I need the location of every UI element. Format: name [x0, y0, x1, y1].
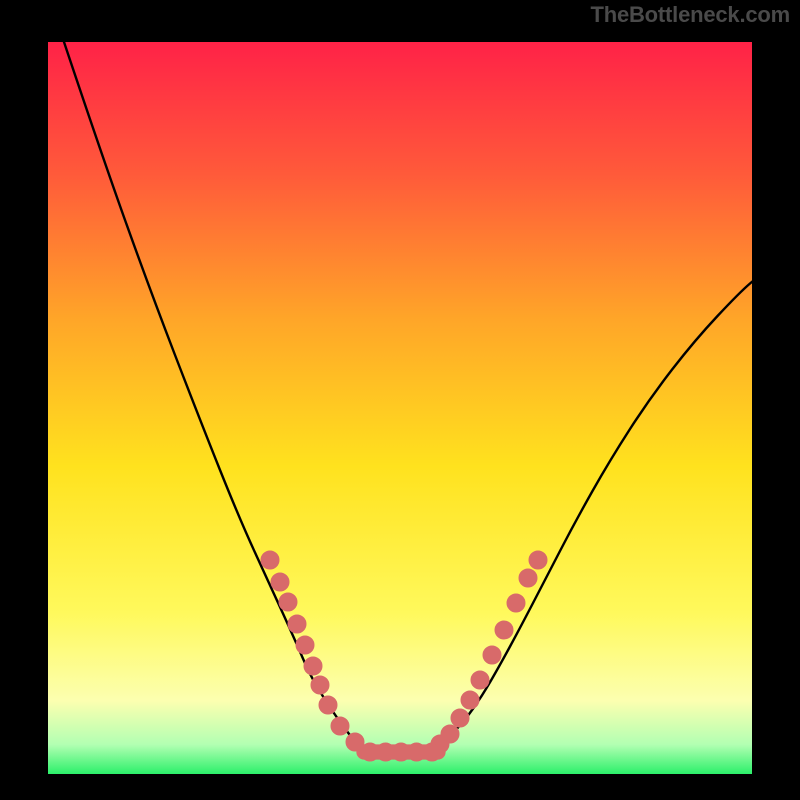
- data-marker: [271, 573, 289, 591]
- data-marker: [451, 709, 469, 727]
- data-marker: [279, 593, 297, 611]
- plot-gradient: [48, 42, 752, 774]
- data-marker: [311, 676, 329, 694]
- data-marker: [519, 569, 537, 587]
- watermark-text: TheBottleneck.com: [590, 2, 790, 28]
- data-marker: [461, 691, 479, 709]
- data-marker: [507, 594, 525, 612]
- data-marker: [304, 657, 322, 675]
- data-marker: [495, 621, 513, 639]
- data-marker: [288, 615, 306, 633]
- chart-root: TheBottleneck.com: [0, 0, 800, 800]
- data-marker: [483, 646, 501, 664]
- data-marker: [319, 696, 337, 714]
- data-marker: [296, 636, 314, 654]
- data-marker: [441, 725, 459, 743]
- data-marker: [471, 671, 489, 689]
- data-marker: [331, 717, 349, 735]
- data-marker: [261, 551, 279, 569]
- chart-svg: [0, 0, 800, 800]
- data-marker: [529, 551, 547, 569]
